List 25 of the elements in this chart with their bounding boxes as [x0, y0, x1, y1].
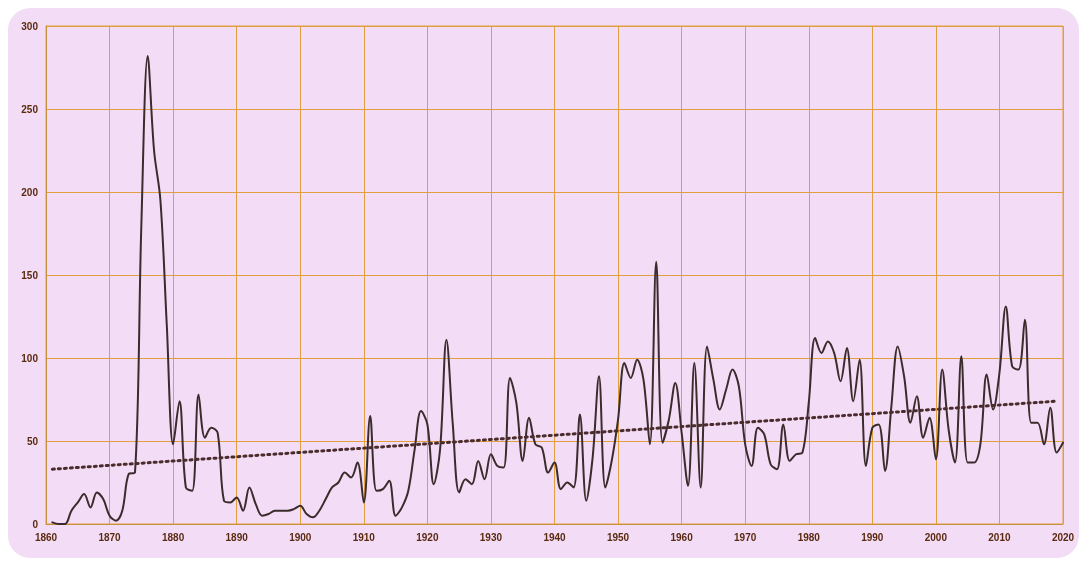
y-tick-label: 100 — [21, 352, 39, 364]
y-tick-label: 50 — [26, 435, 39, 447]
x-tick-label: 1930 — [479, 531, 503, 543]
x-tick-label: 1990 — [861, 531, 884, 543]
y-tick-label: 150 — [21, 269, 39, 281]
x-tick-label: 1900 — [289, 531, 312, 543]
x-tick-label: 2010 — [988, 531, 1011, 543]
x-tick-label: 1960 — [670, 531, 694, 543]
x-tick-label: 1970 — [734, 531, 757, 543]
line-series — [51, 54, 1064, 525]
x-tick-label: 2020 — [1051, 531, 1075, 543]
x-tick-label: 1890 — [225, 531, 249, 543]
x-tick-label: 1870 — [98, 531, 122, 543]
y-tick-label: 0 — [32, 518, 39, 530]
x-tick-label: 1920 — [416, 531, 439, 543]
y-tick-label: 250 — [21, 103, 39, 115]
y-tick-label: 300 — [21, 20, 39, 32]
x-tick-label: 1940 — [543, 531, 567, 543]
x-tick-label: 2000 — [924, 531, 948, 543]
x-tick-label: 1880 — [162, 531, 185, 543]
x-tick-label: 1950 — [606, 531, 630, 543]
x-tick-label: 1910 — [352, 531, 376, 543]
x-tick-label: 1860 — [34, 531, 58, 543]
x-tick-label: 1980 — [797, 531, 821, 543]
y-tick-label: 200 — [21, 186, 39, 198]
